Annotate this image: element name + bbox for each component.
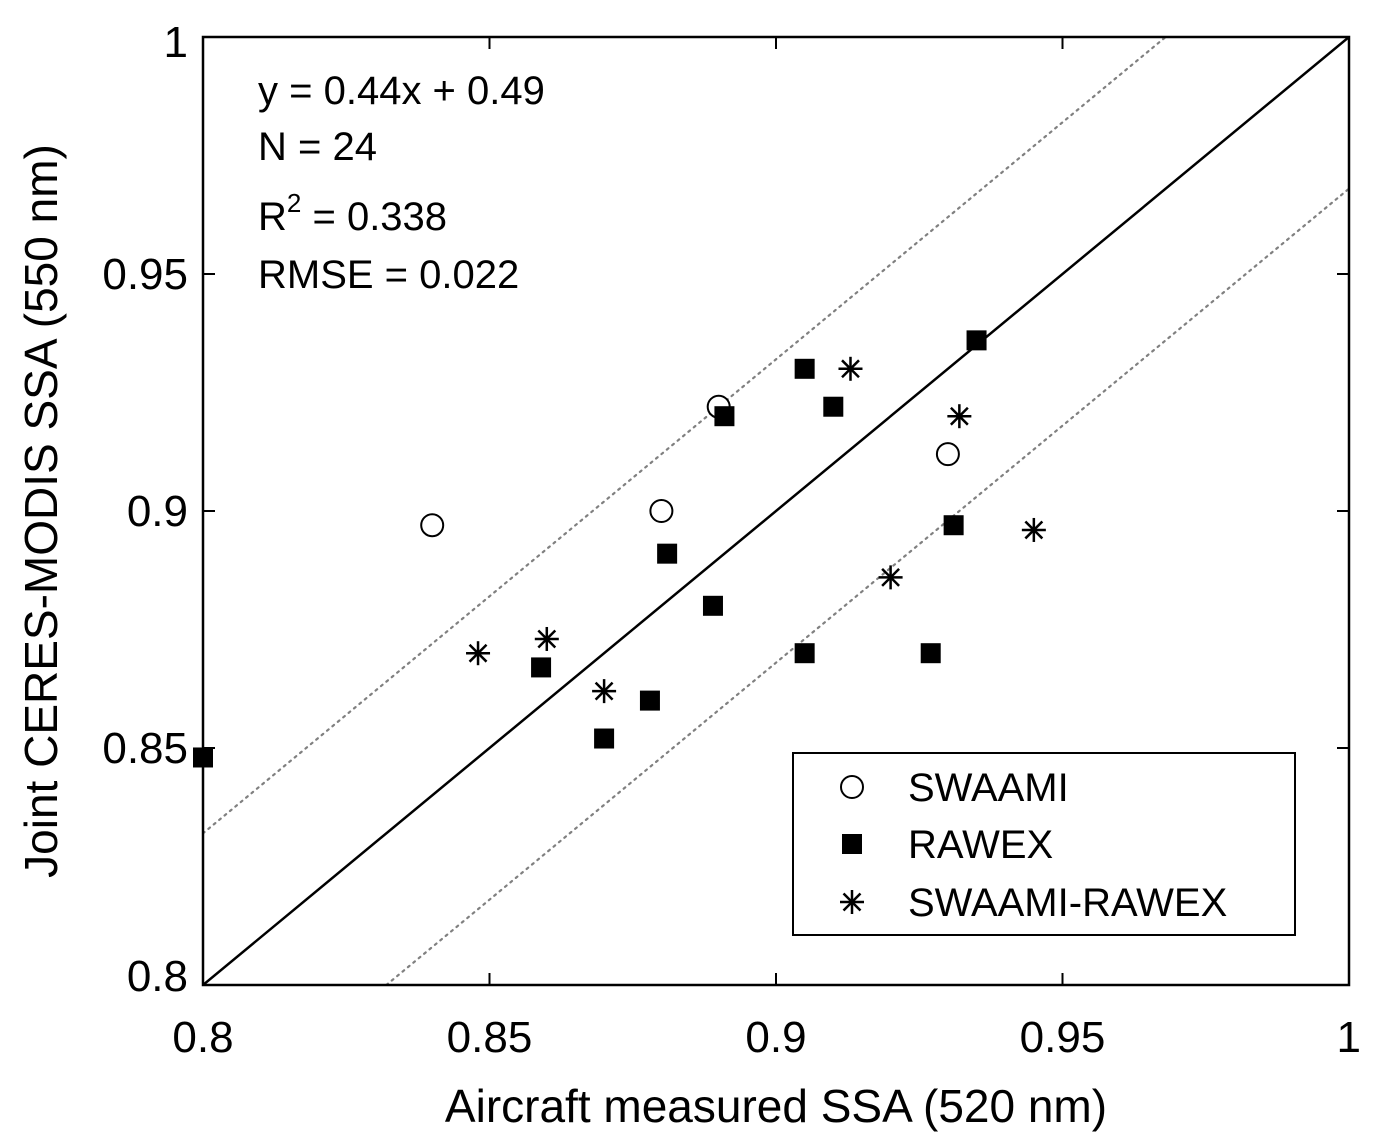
x-tick-label: 0.9 xyxy=(745,1013,806,1062)
series-swaami xyxy=(420,394,960,538)
data-point xyxy=(649,499,674,523)
x-tick-label: 0.85 xyxy=(447,1013,533,1062)
reference-lines xyxy=(203,37,1349,985)
legend-marker xyxy=(840,890,864,914)
data-point xyxy=(639,690,660,711)
data-point xyxy=(1021,517,1046,542)
data-point xyxy=(838,356,863,381)
data-point xyxy=(943,515,964,536)
series-swaami-rawex xyxy=(466,356,1046,704)
y-tick-label: 0.8 xyxy=(127,952,188,1001)
legend-label: SWAAMI-RAWEX xyxy=(908,881,1227,925)
data-markers xyxy=(193,330,1046,768)
data-point xyxy=(794,358,815,379)
data-point xyxy=(702,595,723,616)
one-to-one-line xyxy=(203,37,1349,985)
y-tick-label: 0.85 xyxy=(102,724,188,773)
data-point xyxy=(966,330,987,351)
data-point xyxy=(935,442,960,467)
data-point xyxy=(657,543,678,564)
dotted-bound-line-2 xyxy=(384,187,1349,985)
legend: SWAAMI RAWEX SWAAMI-RAWEX xyxy=(792,752,1296,936)
data-point xyxy=(594,728,615,749)
data-point xyxy=(878,565,903,590)
data-point xyxy=(592,679,617,704)
data-point xyxy=(531,657,552,678)
x-axis-label: Aircraft measured SSA (520 nm) xyxy=(445,1080,1107,1132)
x-tick-label: 1 xyxy=(1337,1013,1361,1062)
n-label: N = 24 xyxy=(258,125,377,169)
legend-box xyxy=(792,752,1296,936)
r-squared-superscript: 2 xyxy=(287,188,301,218)
data-point xyxy=(534,626,559,651)
data-point xyxy=(420,513,445,538)
legend-label: RAWEX xyxy=(908,823,1053,867)
y-tick-label: 0.9 xyxy=(127,487,188,536)
data-point xyxy=(714,406,735,427)
x-tick-label: 0.8 xyxy=(172,1013,233,1062)
legend-label: SWAAMI xyxy=(908,766,1069,810)
axis-ticks: 0.8 0.85 0.9 0.95 1 0.8 0.85 0.9 0.95 1 xyxy=(102,18,1361,1062)
data-point xyxy=(920,643,941,664)
data-point xyxy=(947,404,972,429)
legend-marker xyxy=(840,775,864,799)
equation-label: y = 0.44x + 0.49 xyxy=(258,69,545,113)
legend-marker xyxy=(842,834,862,854)
y-tick-label: 1 xyxy=(164,18,188,67)
r-squared-prefix: R xyxy=(258,195,287,239)
data-point xyxy=(466,641,491,666)
data-point xyxy=(794,643,815,664)
series-rawex xyxy=(193,330,987,768)
dotted-bound-line-1 xyxy=(203,37,1168,835)
y-tick-label: 0.95 xyxy=(102,250,188,299)
y-axis-label: Joint CERES-MODIS SSA (550 nm) xyxy=(15,144,67,878)
r-squared-value: = 0.338 xyxy=(301,195,447,239)
rmse-label: RMSE = 0.022 xyxy=(258,253,519,297)
r-squared-label: R2 = 0.338 xyxy=(258,188,447,239)
data-point xyxy=(823,396,844,417)
x-tick-label: 0.95 xyxy=(1020,1013,1106,1062)
